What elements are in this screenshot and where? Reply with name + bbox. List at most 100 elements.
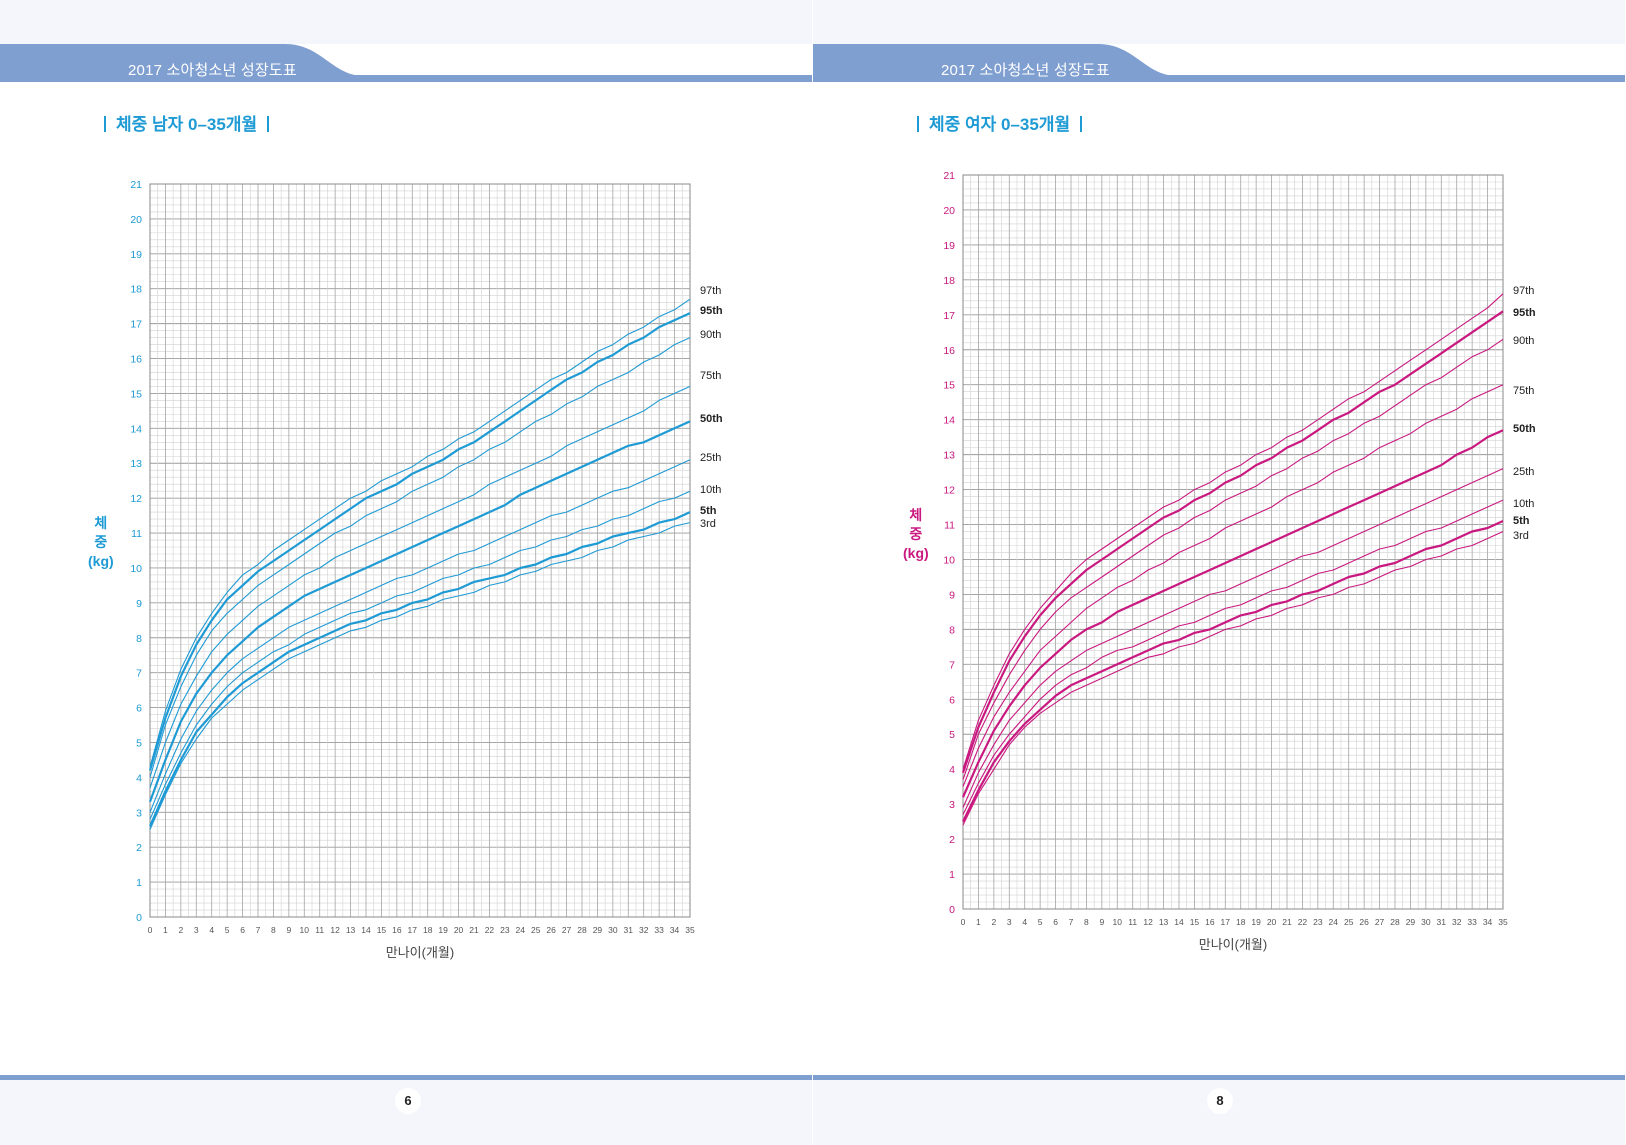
header-bar	[0, 44, 812, 84]
percentile-label: 50th	[700, 413, 723, 425]
title-bar-right	[267, 116, 270, 132]
x-tick-label: 14	[361, 925, 371, 935]
series-line-5th	[962, 519, 1504, 823]
x-tick-label: 25	[1344, 917, 1354, 927]
y-label-line: 중	[94, 534, 108, 550]
y-tick-label: 3	[949, 799, 955, 811]
percentile-label: 3rd	[700, 518, 716, 530]
percentile-label: 50th	[1513, 423, 1536, 435]
y-tick-label: 16	[130, 354, 142, 366]
x-tick-label: 13	[346, 925, 356, 935]
percentile-label: 90th	[700, 329, 721, 341]
x-tick-label: 34	[670, 925, 680, 935]
x-axis-label: 만나이(개월)	[386, 945, 454, 960]
x-tick-label: 28	[1390, 917, 1400, 927]
x-tick-label: 19	[438, 925, 448, 935]
x-tick-label: 21	[469, 925, 479, 935]
x-tick-label: 28	[577, 925, 587, 935]
y-tick-label: 12	[943, 485, 955, 497]
chart-title-text: 체중 남자 0–35개월	[116, 115, 258, 134]
y-label-line: (kg)	[88, 553, 114, 569]
x-tick-label: 25	[531, 925, 541, 935]
y-tick-label: 9	[949, 589, 955, 601]
chart-grid	[962, 174, 1504, 910]
series-line-50th	[148, 420, 691, 803]
y-tick-label: 14	[943, 415, 955, 427]
x-tick-label: 18	[1236, 917, 1246, 927]
x-tick-label: 14	[1174, 917, 1184, 927]
x-tick-label: 9	[1099, 917, 1104, 927]
y-tick-label: 1	[136, 877, 142, 889]
series-line-97th	[962, 293, 1504, 770]
x-axis-label: 만나이(개월)	[1199, 937, 1267, 952]
x-tick-label: 3	[1007, 917, 1012, 927]
y-tick-label: 16	[943, 345, 955, 357]
top-band	[813, 0, 1625, 44]
x-tick-label: 26	[546, 925, 556, 935]
y-tick-label: 11	[944, 520, 955, 532]
top-band	[0, 0, 812, 44]
x-tick-label: 32	[639, 925, 649, 935]
percentile-label: 5th	[1513, 515, 1530, 527]
percentile-label: 95th	[700, 305, 723, 317]
x-tick-label: 32	[1452, 917, 1462, 927]
y-axis-label-girls: 체 중 (kg)	[903, 506, 929, 563]
y-tick-label: 21	[943, 170, 955, 182]
x-tick-label: 15	[1190, 917, 1200, 927]
y-tick-label: 13	[130, 458, 142, 470]
x-tick-label: 35	[1498, 917, 1508, 927]
x-tick-label: 6	[1053, 917, 1058, 927]
footer-line	[0, 1075, 812, 1080]
y-tick-label: 8	[136, 633, 142, 645]
header-title: 2017 소아청소년 성장도표	[941, 62, 1110, 79]
chart-grid	[149, 183, 691, 918]
title-bar-right	[1080, 116, 1083, 132]
x-tick-label: 26	[1359, 917, 1369, 927]
series-line-50th	[961, 429, 1504, 798]
x-tick-label: 4	[209, 925, 214, 935]
series-line-10th	[149, 490, 691, 820]
x-tick-label: 33	[654, 925, 664, 935]
y-tick-label: 17	[943, 310, 955, 322]
x-tick-label: 3	[194, 925, 199, 935]
y-tick-label: 15	[130, 388, 142, 400]
x-tick-label: 4	[1022, 917, 1027, 927]
x-tick-label: 29	[1406, 917, 1416, 927]
chart-title-boys: 체중 남자 0–35개월	[94, 110, 279, 135]
x-tick-label: 20	[1267, 917, 1277, 927]
y-tick-label: 15	[943, 380, 955, 392]
chart-title-text: 체중 여자 0–35개월	[929, 115, 1071, 134]
x-tick-label: 0	[961, 917, 966, 927]
page-number: 8	[1207, 1088, 1233, 1114]
y-tick-label: 4	[136, 772, 142, 784]
y-tick-label: 18	[130, 284, 142, 296]
x-tick-label: 10	[1113, 917, 1123, 927]
y-tick-label: 20	[943, 205, 955, 217]
x-tick-label: 20	[454, 925, 464, 935]
y-tick-label: 19	[130, 249, 142, 261]
header-bar	[813, 44, 1625, 84]
x-tick-label: 15	[377, 925, 387, 935]
x-tick-label: 24	[516, 925, 526, 935]
y-tick-label: 2	[949, 834, 955, 846]
page-number: 6	[395, 1088, 421, 1114]
x-tick-label: 1	[976, 917, 981, 927]
x-tick-label: 30	[1421, 917, 1431, 927]
x-tick-label: 11	[1128, 917, 1137, 927]
x-tick-label: 10	[300, 925, 310, 935]
x-tick-label: 8	[271, 925, 276, 935]
y-tick-label: 17	[130, 319, 142, 331]
y-axis-label-boys: 체 중 (kg)	[88, 514, 114, 571]
x-tick-label: 30	[608, 925, 618, 935]
y-tick-label: 7	[136, 668, 142, 680]
x-tick-label: 8	[1084, 917, 1089, 927]
x-tick-label: 12	[1143, 917, 1153, 927]
percentile-label: 75th	[1513, 385, 1534, 397]
series-line-3rd	[962, 530, 1504, 826]
y-tick-label: 11	[131, 528, 142, 540]
x-tick-label: 27	[1375, 917, 1385, 927]
percentile-label: 10th	[1513, 498, 1534, 510]
y-tick-label: 4	[949, 764, 955, 776]
